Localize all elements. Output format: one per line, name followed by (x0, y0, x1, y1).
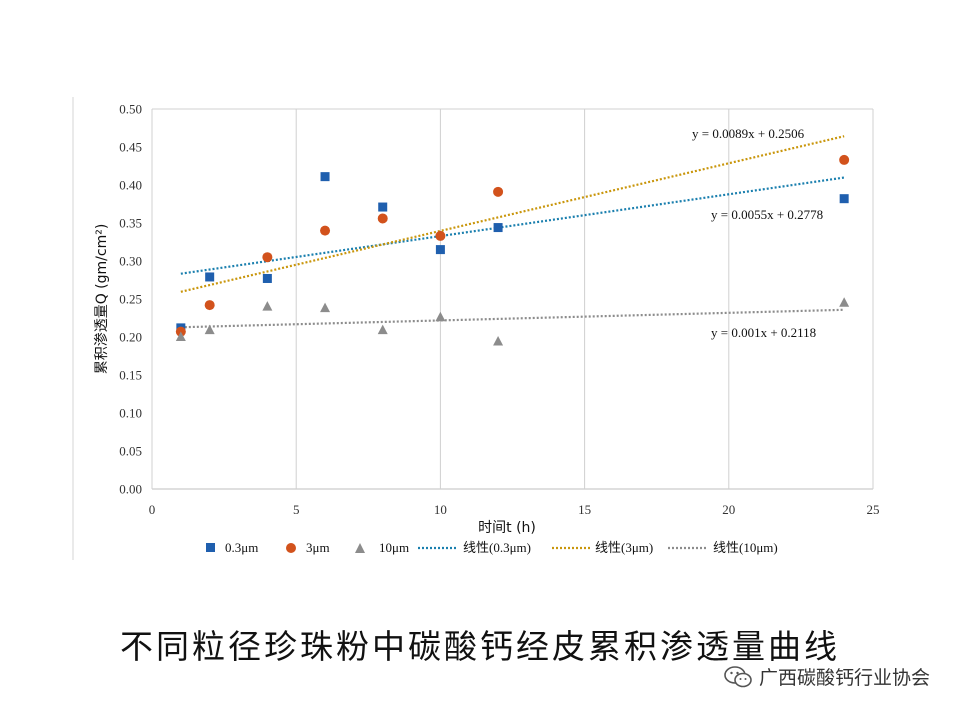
y-tick-label-8: 0.40 (119, 178, 142, 193)
point-s0-5 (435, 245, 445, 255)
point-s0-3 (320, 172, 330, 182)
legend-label-linear-3um: 线性(3μm) (595, 540, 653, 555)
legend-marker-10um (355, 543, 365, 553)
legend-label-10um: 10μm (379, 540, 409, 555)
y-axis-ticks: 0.00 0.05 0.10 0.15 0.20 0.25 0.30 0.35 0.40 0.45… (119, 102, 142, 497)
x-tick-label-0: 0 (149, 502, 156, 517)
watermark-text: 广西碳酸钙行业协会 (758, 667, 930, 689)
legend-label-linear-0-3um: 线性(0.3μm) (463, 540, 531, 555)
point-s2-2 (262, 301, 273, 311)
x-axis-ticks: 0 5 10 15 20 25 (149, 502, 880, 517)
y-tick-label-10: 0.50 (119, 102, 142, 117)
point-s1-3 (320, 225, 331, 236)
legend-label-0-3um: 0.3μm (225, 540, 258, 555)
y-tick-label-4: 0.20 (119, 330, 142, 345)
y-tick-label-9: 0.45 (119, 140, 142, 155)
x-axis-title: 时间t (h) (478, 520, 536, 536)
point-s0-7 (839, 194, 849, 204)
equation-3um: y = 0.0089x + 0.2506 (692, 126, 805, 141)
point-s1-4 (377, 213, 388, 224)
point-s0-1 (205, 272, 215, 282)
y-tick-label-2: 0.10 (119, 406, 142, 421)
x-tick-label-4: 20 (722, 502, 735, 517)
point-s1-5 (435, 230, 446, 241)
y-tick-label-7: 0.35 (119, 216, 142, 231)
wechat-icon (724, 665, 752, 687)
chart: 0.00 0.05 0.10 0.15 0.20 0.25 0.30 0.35 0.40 0.45… (72, 97, 880, 560)
trendline-2 (180, 308, 845, 329)
x-tick-label-1: 5 (293, 502, 300, 517)
point-s2-1 (204, 324, 215, 335)
y-tick-label-5: 0.25 (119, 292, 142, 307)
y-tick-label-1: 0.05 (119, 444, 142, 459)
grid (151, 108, 874, 490)
point-s1-2 (262, 252, 273, 263)
point-s0-2 (262, 273, 272, 283)
point-s1-6 (493, 186, 504, 197)
point-s1-7 (839, 154, 850, 165)
point-s0-4 (378, 202, 388, 212)
legend-marker-3um (286, 543, 296, 553)
point-s0-6 (493, 223, 503, 233)
trendlines (180, 135, 845, 329)
y-tick-label-6: 0.30 (119, 254, 142, 269)
trendline-1 (180, 135, 845, 293)
watermark: 广西碳酸钙行业协会 (723, 663, 930, 690)
point-s2-7 (839, 297, 850, 307)
x-tick-label-3: 15 (578, 502, 591, 517)
point-s2-4 (377, 324, 388, 335)
y-tick-label-0: 0.00 (119, 482, 142, 497)
x-tick-label-5: 25 (867, 502, 880, 517)
equation-10um: y = 0.001x + 0.2118 (711, 325, 816, 340)
legend: 0.3μm 3μm 10μm 线性(0.3μm) 线性(3μm) 线性(10μm… (206, 540, 778, 555)
legend-marker-0-3um (206, 543, 215, 552)
point-s1-1 (204, 300, 215, 311)
x-tick-label-2: 10 (434, 502, 447, 517)
point-s2-3 (320, 302, 331, 313)
legend-label-linear-10um: 线性(10μm) (713, 540, 778, 555)
equation-0-3um: y = 0.0055x + 0.2778 (711, 207, 823, 222)
point-s2-6 (493, 336, 504, 346)
figure-caption: 不同粒径珍珠粉中碳酸钙经皮累积渗透量曲线 (120, 627, 840, 666)
data-points (175, 154, 850, 346)
y-axis-title: 累积渗透量Q (gm/cm²) (94, 224, 110, 375)
point-s2-0 (175, 331, 186, 341)
legend-label-3um: 3μm (306, 540, 330, 555)
point-s2-5 (435, 311, 446, 322)
y-tick-label-3: 0.15 (119, 368, 142, 383)
